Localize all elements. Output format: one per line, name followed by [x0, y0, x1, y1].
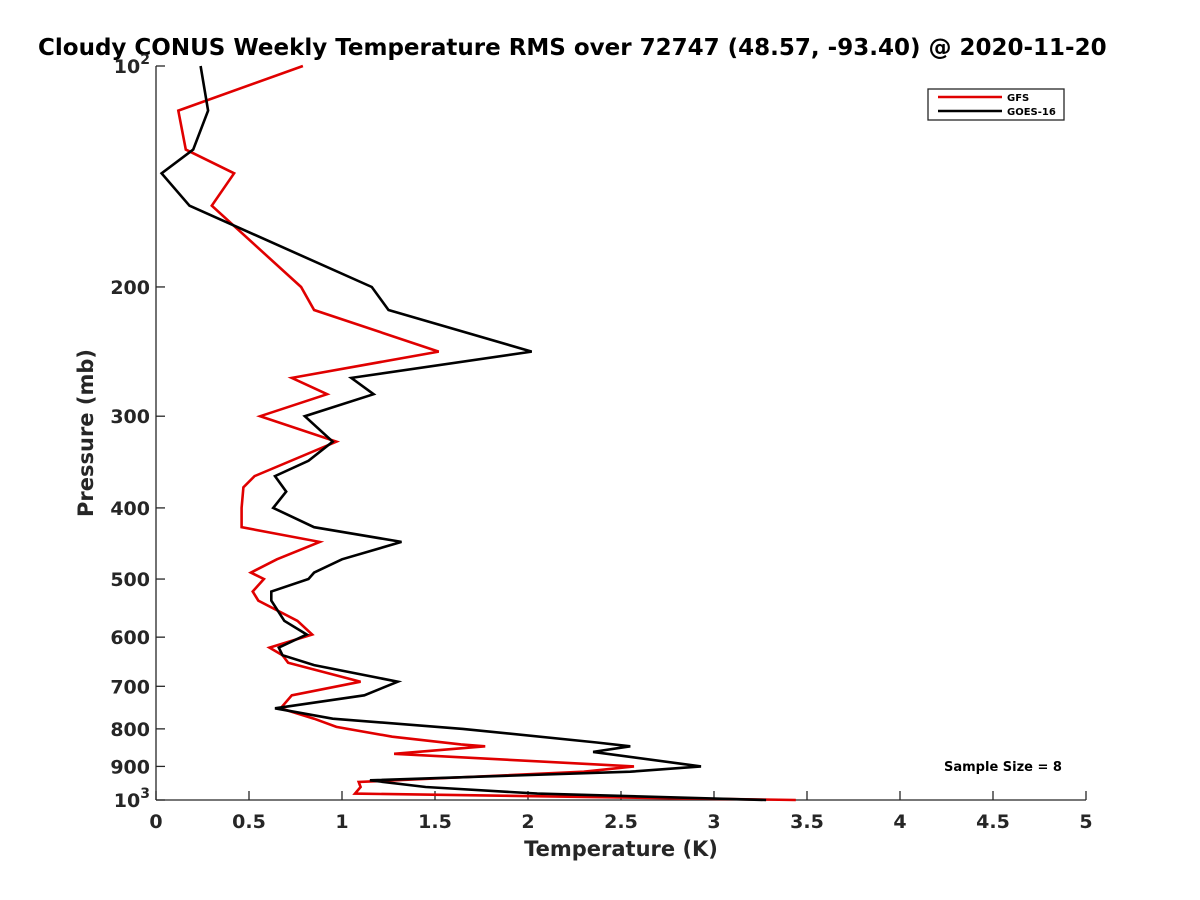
x-tick-label: 4.5	[976, 811, 1010, 833]
x-tick-label: 1	[335, 811, 348, 833]
series-line-goes-16	[159, 65, 767, 802]
y-axis-label: Pressure (mb)	[74, 349, 98, 517]
y-ticks: 102 200 300 400 500 600 700 800 900 103	[110, 52, 165, 812]
x-tick-label: 3.5	[790, 811, 824, 833]
legend-label-gfs: GFS	[1007, 93, 1029, 104]
x-tick-label: 3	[707, 811, 720, 833]
y-tick-label: 300	[110, 406, 150, 428]
y-tick-label: 102	[114, 52, 150, 78]
x-tick-label: 2	[521, 811, 534, 833]
y-tick-label: 200	[110, 277, 150, 299]
y-tick-label: 900	[110, 756, 150, 778]
legend: GFS GOES-16	[927, 88, 1065, 121]
y-tick-label: 400	[110, 498, 150, 520]
x-tick-label: 2.5	[604, 811, 638, 833]
y-tick-label: 103	[114, 786, 150, 812]
series-line-gfs	[176, 64, 796, 802]
y-tick-label: 800	[110, 719, 150, 741]
sample-size-annotation: Sample Size = 8	[944, 760, 1062, 775]
x-tick-label: 4	[893, 811, 906, 833]
y-tick-label: 600	[110, 627, 150, 649]
axes: 0 0.5 1 1.5 2 2.5 3 3.5 4 4.5 5 102 200 300 400 500 600…	[110, 52, 1092, 833]
series-layer	[159, 64, 796, 802]
x-tick-label: 0.5	[232, 811, 266, 833]
chart-title: Cloudy CONUS Weekly Temperature RMS over…	[38, 35, 1107, 61]
legend-box	[927, 88, 1065, 121]
x-tick-label: 5	[1079, 811, 1092, 833]
legend-label-goes-16: GOES-16	[1007, 107, 1056, 118]
y-tick-label: 500	[110, 569, 150, 591]
x-ticks: 0 0.5 1 1.5 2 2.5 3 3.5 4 4.5 5	[149, 791, 1093, 833]
y-tick-label: 700	[110, 676, 150, 698]
x-tick-label: 0	[149, 811, 162, 833]
x-tick-label: 1.5	[418, 811, 452, 833]
x-axis-label: Temperature (K)	[524, 837, 718, 861]
